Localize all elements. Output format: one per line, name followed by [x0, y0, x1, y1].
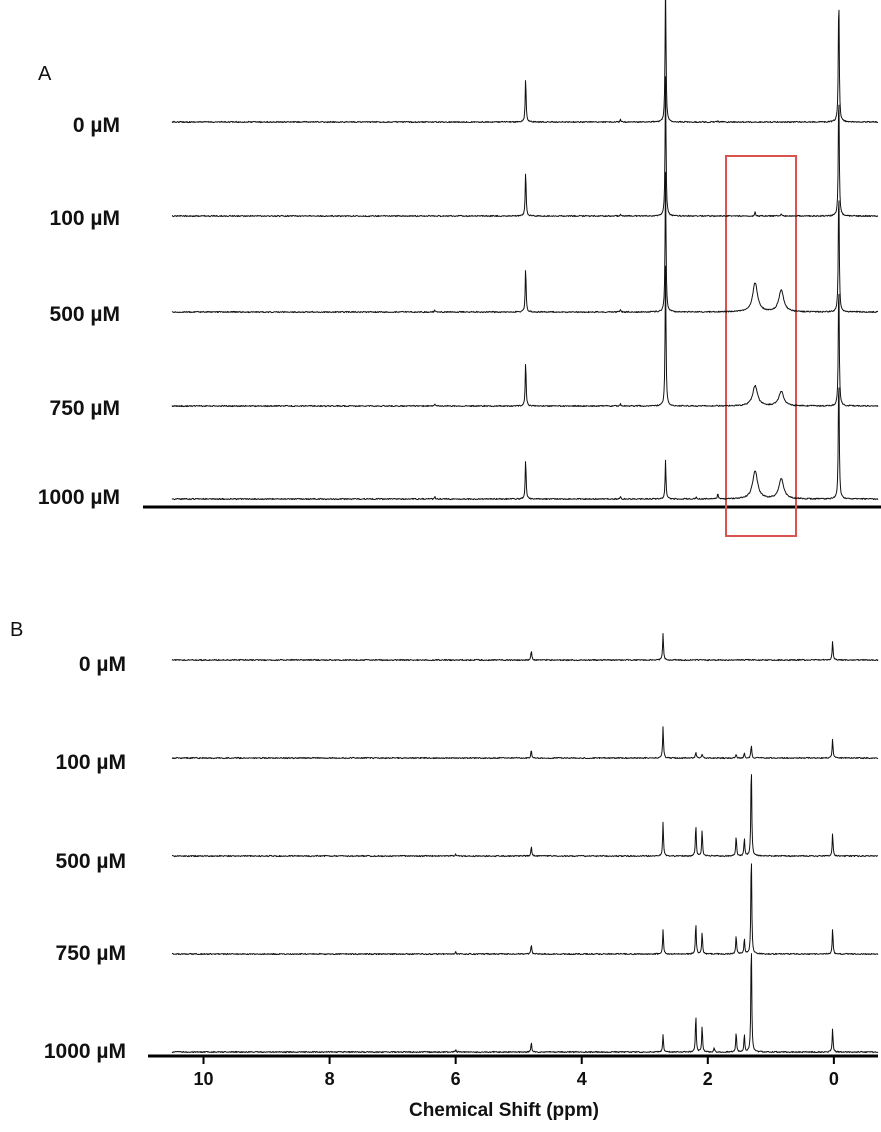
panel-b-traces [171, 633, 879, 1054]
panel-b-letter: B [10, 619, 23, 641]
trace-label: 100 µM [56, 751, 126, 774]
spectrum-trace [172, 76, 879, 218]
x-axis-title: Chemical Shift (ppm) [409, 1100, 599, 1121]
trace-label: 1000 µM [38, 486, 120, 509]
trace-label: 0 µM [79, 653, 126, 676]
trace-label: 750 µM [56, 942, 126, 965]
panel-a: A 0 µM 100 µM 500 µM 750 µM 1000 µM [38, 0, 881, 537]
x-axis-ticks: 10 8 6 4 2 0 [194, 1056, 839, 1089]
trace-label: 500 µM [56, 850, 126, 873]
x-tick-label: 2 [703, 1069, 713, 1089]
spectrum-trace [171, 0, 878, 124]
panel-a-highlight-box [725, 155, 797, 537]
spectrum-trace [172, 774, 879, 858]
spectrum-trace [171, 953, 879, 1054]
panel-b: B 0 µM 100 µM 500 µM 750 µM 1000 µM 10 8 6 4 2 0 … [10, 619, 879, 1121]
spectrum-trace [171, 387, 879, 501]
spectrum-trace [171, 633, 879, 662]
trace-label: 500 µM [50, 303, 120, 326]
panel-a-letter: A [38, 63, 52, 85]
x-tick-label: 0 [829, 1069, 839, 1089]
x-tick-label: 6 [451, 1069, 461, 1089]
panel-a-traces [171, 0, 879, 501]
spectrum-trace [171, 863, 879, 956]
trace-label: 0 µM [73, 114, 120, 137]
spectrum-trace [171, 726, 879, 760]
panel-a-labels: 0 µM 100 µM 500 µM 750 µM 1000 µM [38, 114, 120, 509]
trace-label: 750 µM [50, 397, 120, 420]
x-tick-label: 10 [194, 1069, 214, 1089]
trace-label: 100 µM [50, 207, 120, 230]
trace-label: 1000 µM [44, 1040, 126, 1063]
x-tick-label: 4 [577, 1069, 587, 1089]
spectrum-trace [171, 171, 879, 314]
panel-b-labels: 0 µM 100 µM 500 µM 750 µM 1000 µM [44, 653, 126, 1063]
spectrum-trace [171, 265, 879, 408]
x-tick-label: 8 [325, 1069, 335, 1089]
